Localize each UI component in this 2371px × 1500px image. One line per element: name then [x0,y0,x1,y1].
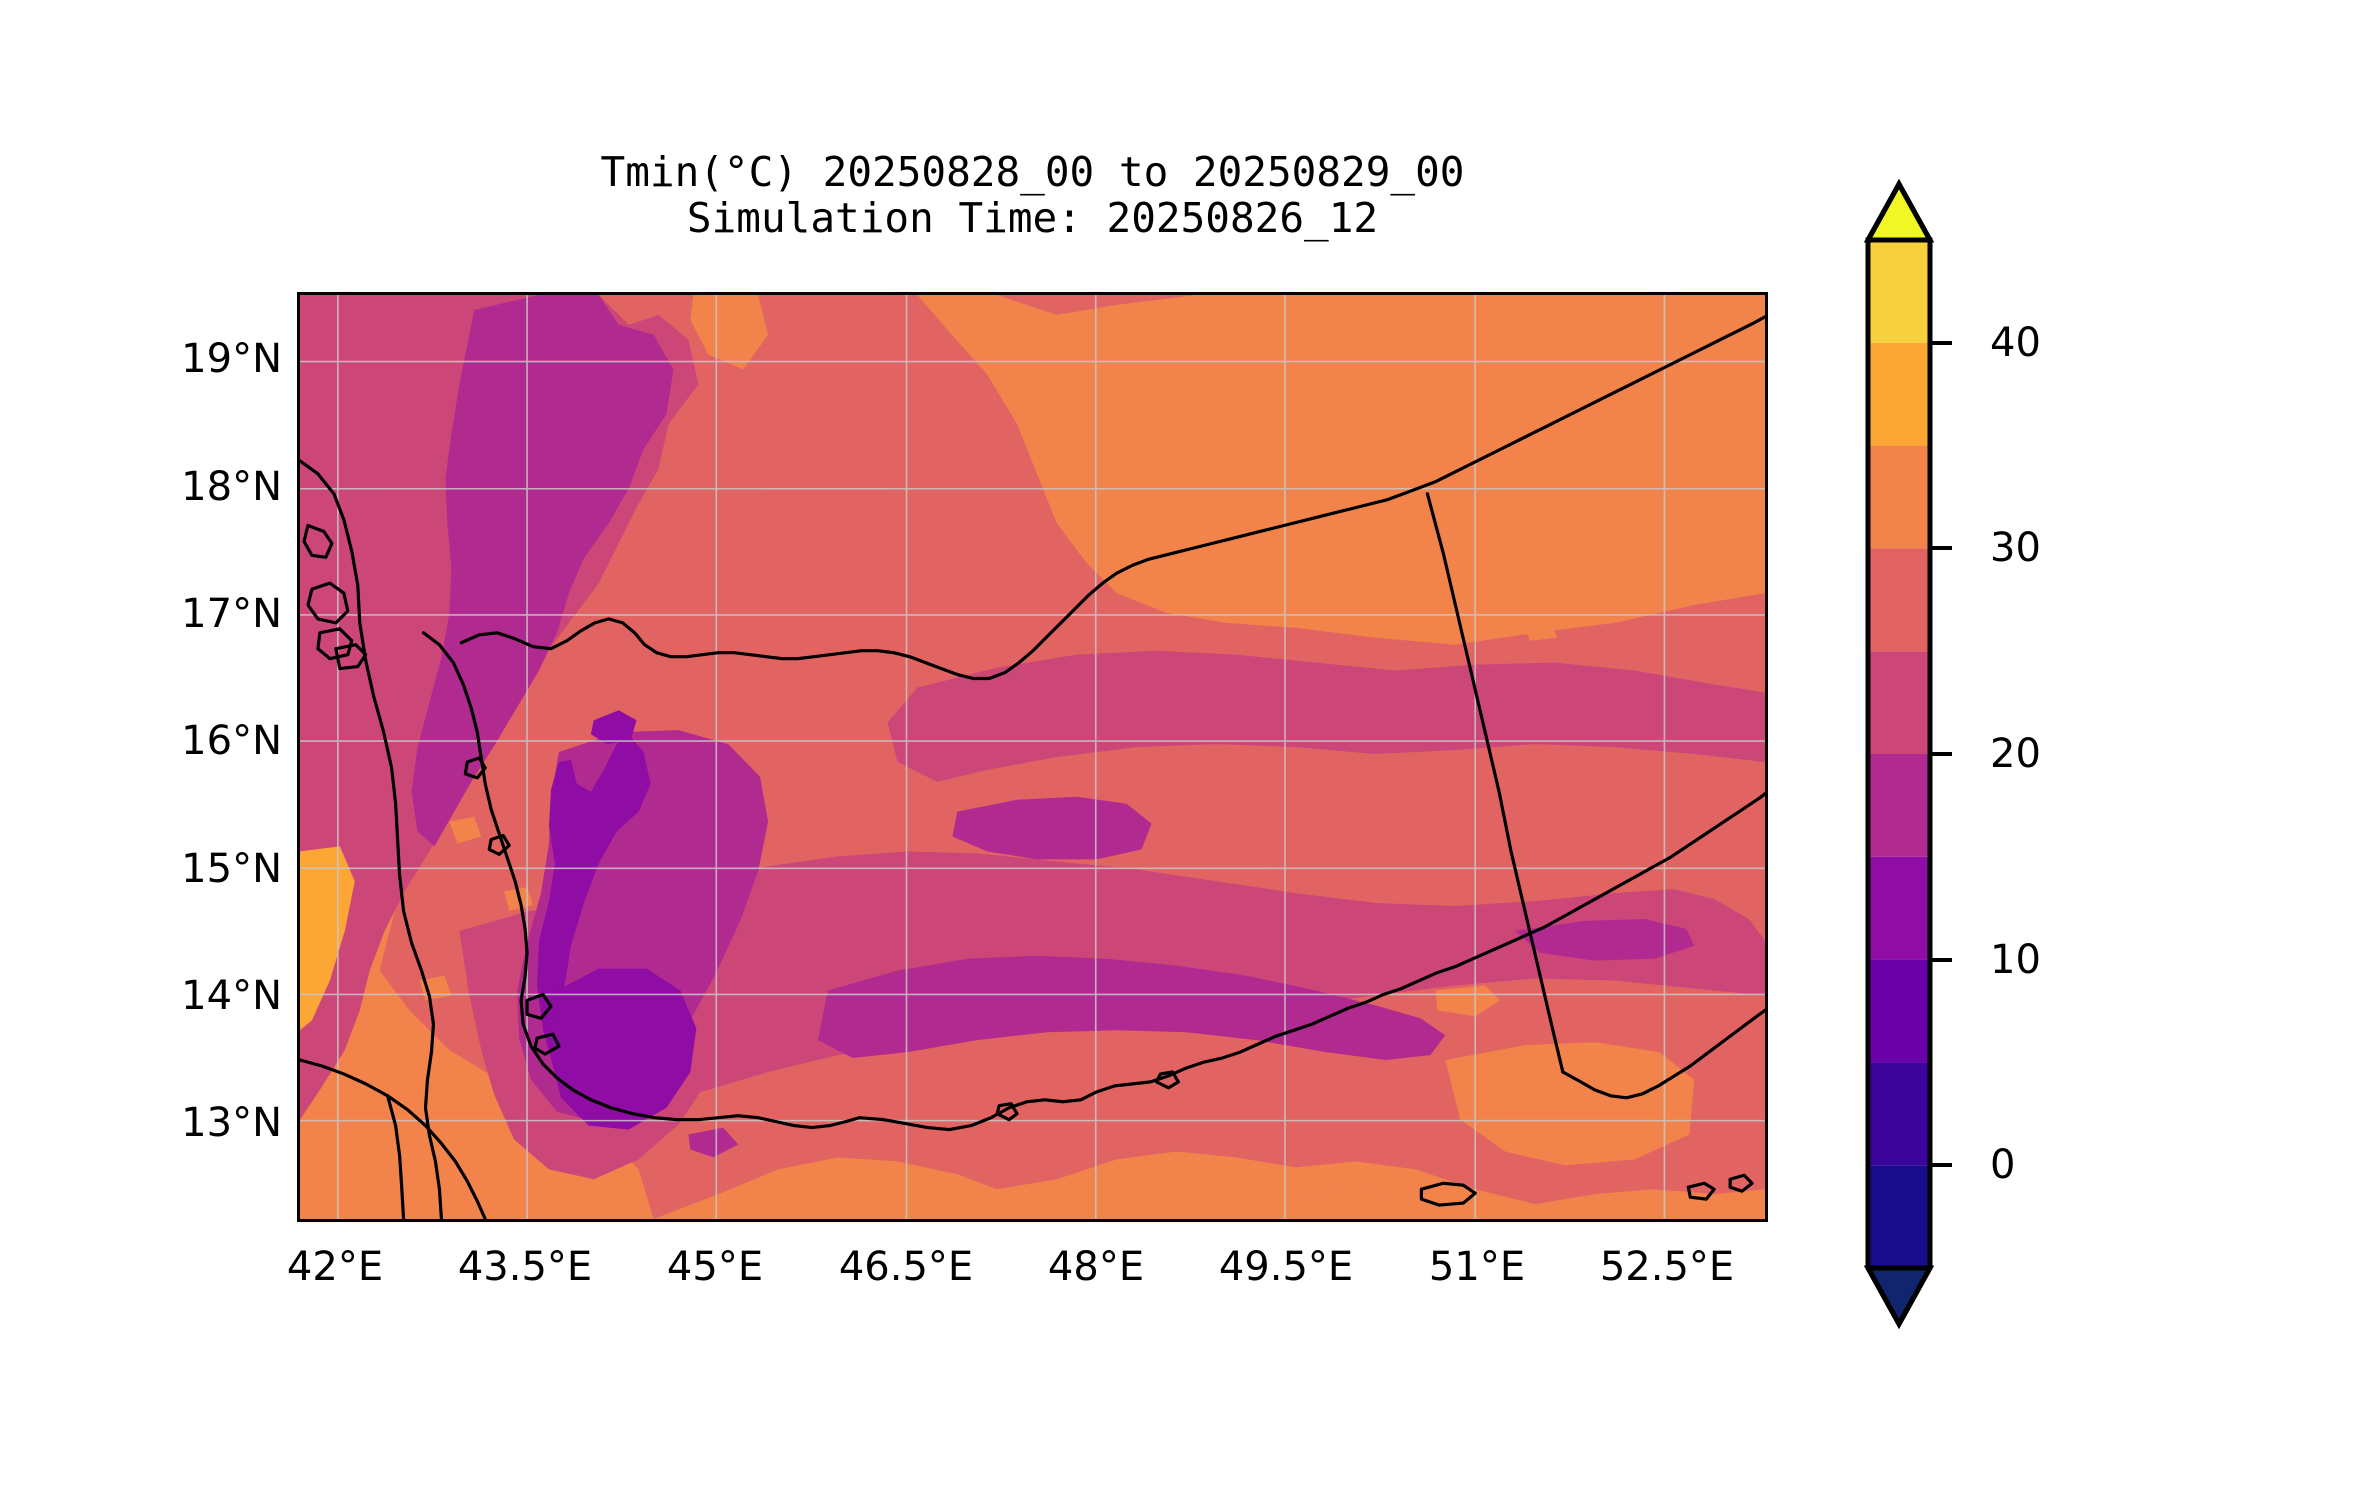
colorbar-tick-label: 0 [1990,1142,2016,1189]
colorbar-tickmark [1930,752,1952,756]
figure-title: Tmin(°C) 20250828_00 to 20250829_00 Simu… [297,148,1768,242]
map-plot-area[interactable] [297,292,1768,1222]
y-tick-label: 13°N [181,1100,282,1146]
title-line-1: Tmin(°C) 20250828_00 to 20250829_00 [600,148,1465,196]
coastline-and-borders [300,315,1765,1219]
x-axis-ticks: 42°E 43.5°E 45°E 46.5°E 48°E 49.5°E 51°E… [287,1222,1768,1342]
title-line-2: Simulation Time: 20250826_12 [686,193,1379,242]
colorbar-tickmark [1930,340,1952,345]
colorbar-tick-label: 30 [1990,525,2041,572]
x-tick-label: 52.5°E [1599,1244,1735,1290]
x-tick-label: 45°E [666,1244,764,1290]
temperature-contour-map [300,295,1765,1219]
y-tick-label: 14°N [181,973,282,1019]
x-tick-label: 48°E [1047,1244,1145,1290]
colorbar-tickmark [1930,546,1952,551]
x-tick-label: 51°E [1428,1244,1526,1290]
colorbar-tick-label: 40 [1990,319,2041,366]
x-tick-label: 49.5°E [1218,1244,1354,1290]
x-tick-label: 42°E [286,1244,384,1290]
colorbar-tickmark [1930,957,1952,962]
colorbar[interactable]: 40 30 20 10 0 [1862,178,2041,1330]
x-tick-label: 43.5°E [457,1244,593,1290]
y-tick-label: 17°N [181,591,282,637]
colorbar-bands [1868,240,1930,1268]
y-tick-label: 19°N [181,336,282,382]
colorbar-tick-label: 20 [1990,731,2041,777]
map-gridlines [300,295,1765,1219]
y-tick-label: 18°N [181,464,282,510]
y-tick-label: 16°N [181,718,282,764]
y-tick-label: 15°N [181,846,282,892]
colorbar-tick-label: 10 [1990,936,2041,983]
x-tick-label: 46.5°E [838,1244,974,1290]
colorbar-under-arrow [1863,1265,1935,1330]
colorbar-over-arrow [1863,178,1935,243]
colorbar-tickmark [1930,1163,1952,1168]
y-axis-ticks: 13°N 14°N 15°N 16°N 17°N 18°N 19°N [0,292,282,1222]
colorbar-outline [1865,178,1933,1330]
colorbar-gradient [1863,178,1935,1330]
